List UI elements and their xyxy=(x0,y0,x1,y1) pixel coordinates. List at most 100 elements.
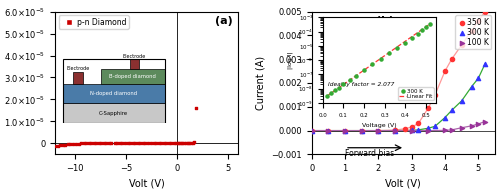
Point xyxy=(64,143,72,146)
Point xyxy=(121,142,129,145)
350 K xyxy=(474,19,482,23)
Point xyxy=(192,107,200,110)
Point xyxy=(196,0,204,2)
Point xyxy=(131,142,139,145)
Point xyxy=(85,142,93,145)
Point xyxy=(208,0,216,2)
350 K xyxy=(448,58,456,61)
Point xyxy=(170,142,178,145)
X-axis label: Volt (V): Volt (V) xyxy=(129,179,164,189)
350 K xyxy=(431,93,439,96)
Point xyxy=(210,0,218,2)
Point xyxy=(150,142,158,145)
100 K xyxy=(448,128,456,131)
Point xyxy=(214,0,222,2)
Point xyxy=(124,142,132,145)
Point xyxy=(174,142,182,145)
Point xyxy=(178,142,186,145)
300 K xyxy=(341,129,349,132)
Point xyxy=(182,142,190,145)
Point xyxy=(112,142,120,145)
Point xyxy=(221,0,229,2)
Point xyxy=(172,142,180,145)
Point xyxy=(118,142,126,145)
Point xyxy=(206,0,214,2)
Point xyxy=(216,0,224,2)
Point xyxy=(212,0,220,2)
Point xyxy=(140,142,147,145)
300 K xyxy=(441,116,449,119)
350 K xyxy=(308,129,316,132)
350 K xyxy=(401,127,409,130)
300 K xyxy=(391,129,399,132)
Point xyxy=(129,142,137,145)
350 K xyxy=(374,129,382,132)
Point xyxy=(102,142,110,145)
350 K xyxy=(391,129,399,132)
100 K xyxy=(324,129,332,132)
Point xyxy=(202,0,209,2)
Point xyxy=(165,142,173,145)
Point xyxy=(218,0,226,2)
100 K xyxy=(308,129,316,132)
100 K xyxy=(474,122,482,125)
350 K xyxy=(441,69,449,73)
350 K xyxy=(424,107,432,110)
Point xyxy=(100,142,108,145)
350 K xyxy=(358,129,366,132)
300 K xyxy=(481,62,489,65)
Point xyxy=(72,142,80,145)
300 K xyxy=(424,127,432,130)
Point xyxy=(80,142,88,145)
100 K xyxy=(468,124,475,127)
Point xyxy=(95,142,103,145)
Point xyxy=(134,142,142,145)
Point xyxy=(92,142,100,145)
Point xyxy=(90,142,98,145)
Point xyxy=(51,145,59,148)
100 K xyxy=(358,129,366,132)
300 K xyxy=(448,109,456,112)
Point xyxy=(54,144,62,147)
Point xyxy=(195,0,203,2)
300 K xyxy=(468,85,475,88)
350 K xyxy=(341,129,349,132)
350 K xyxy=(458,43,466,47)
100 K xyxy=(391,129,399,132)
Text: Forward bias: Forward bias xyxy=(345,149,394,158)
Point xyxy=(146,142,154,145)
Point xyxy=(212,0,220,2)
Point xyxy=(66,143,74,146)
350 K xyxy=(408,125,416,129)
Point xyxy=(200,0,207,2)
Point xyxy=(180,142,188,145)
350 K xyxy=(468,29,475,32)
100 K xyxy=(458,126,466,129)
Point xyxy=(177,142,185,145)
Point xyxy=(144,142,152,145)
Point xyxy=(108,142,116,145)
Point xyxy=(106,142,114,145)
300 K xyxy=(358,129,366,132)
350 K xyxy=(324,129,332,132)
Point xyxy=(205,0,213,2)
Point xyxy=(59,143,67,146)
Point xyxy=(184,142,192,145)
Point xyxy=(219,0,227,2)
Point xyxy=(74,142,82,145)
300 K xyxy=(308,129,316,132)
Point xyxy=(186,142,194,145)
Point xyxy=(160,142,168,145)
Point xyxy=(76,142,84,145)
Point xyxy=(70,142,78,145)
Point xyxy=(56,144,64,147)
Point xyxy=(152,142,160,145)
Y-axis label: Current (A): Current (A) xyxy=(256,56,266,110)
300 K xyxy=(414,128,422,131)
350 K xyxy=(481,10,489,13)
300 K xyxy=(431,125,439,128)
Point xyxy=(188,142,196,145)
100 K xyxy=(408,129,416,132)
Point xyxy=(87,142,95,145)
Point xyxy=(82,142,90,145)
